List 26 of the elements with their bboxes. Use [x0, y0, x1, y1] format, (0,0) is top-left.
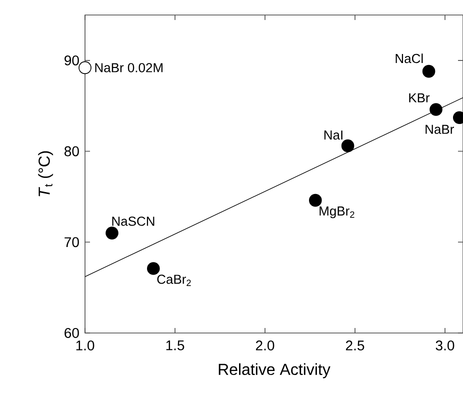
annotation: NaCl: [396, 54, 423, 64]
y-tick-label: 70: [64, 237, 79, 248]
point: [430, 103, 442, 116]
y-tick-label: 60: [64, 328, 79, 338]
annotation: MgBr$_{2}$: [320, 206, 354, 218]
x-tick-label: 1.5: [166, 340, 184, 350]
y-axis-title: T$_{t}$ (°C): [38, 151, 54, 196]
point: [106, 226, 118, 240]
y-tick-label: 90: [64, 55, 79, 66]
x-tick-label: 2.0: [256, 340, 274, 350]
annotation: NaBr: [426, 124, 454, 134]
point: [78, 61, 92, 74]
point: [341, 139, 354, 152]
x-tick-label: 1.0: [76, 340, 94, 350]
y-tick-label: 80: [64, 146, 79, 156]
annotation: NaI: [324, 130, 342, 140]
annotation: CaBr$_{2}$: [157, 274, 191, 286]
annotation: KBr: [409, 93, 430, 102]
point: [422, 64, 436, 78]
x-tick-label: 3.0: [436, 340, 454, 350]
x-axis-title: Relative Activity: [218, 363, 330, 378]
point: [309, 194, 322, 207]
annotation: NaSCN: [112, 216, 154, 226]
annotation: NaBr 0.02M: [95, 63, 162, 72]
x-tick-label: 2.5: [346, 340, 364, 350]
point: [147, 262, 160, 275]
